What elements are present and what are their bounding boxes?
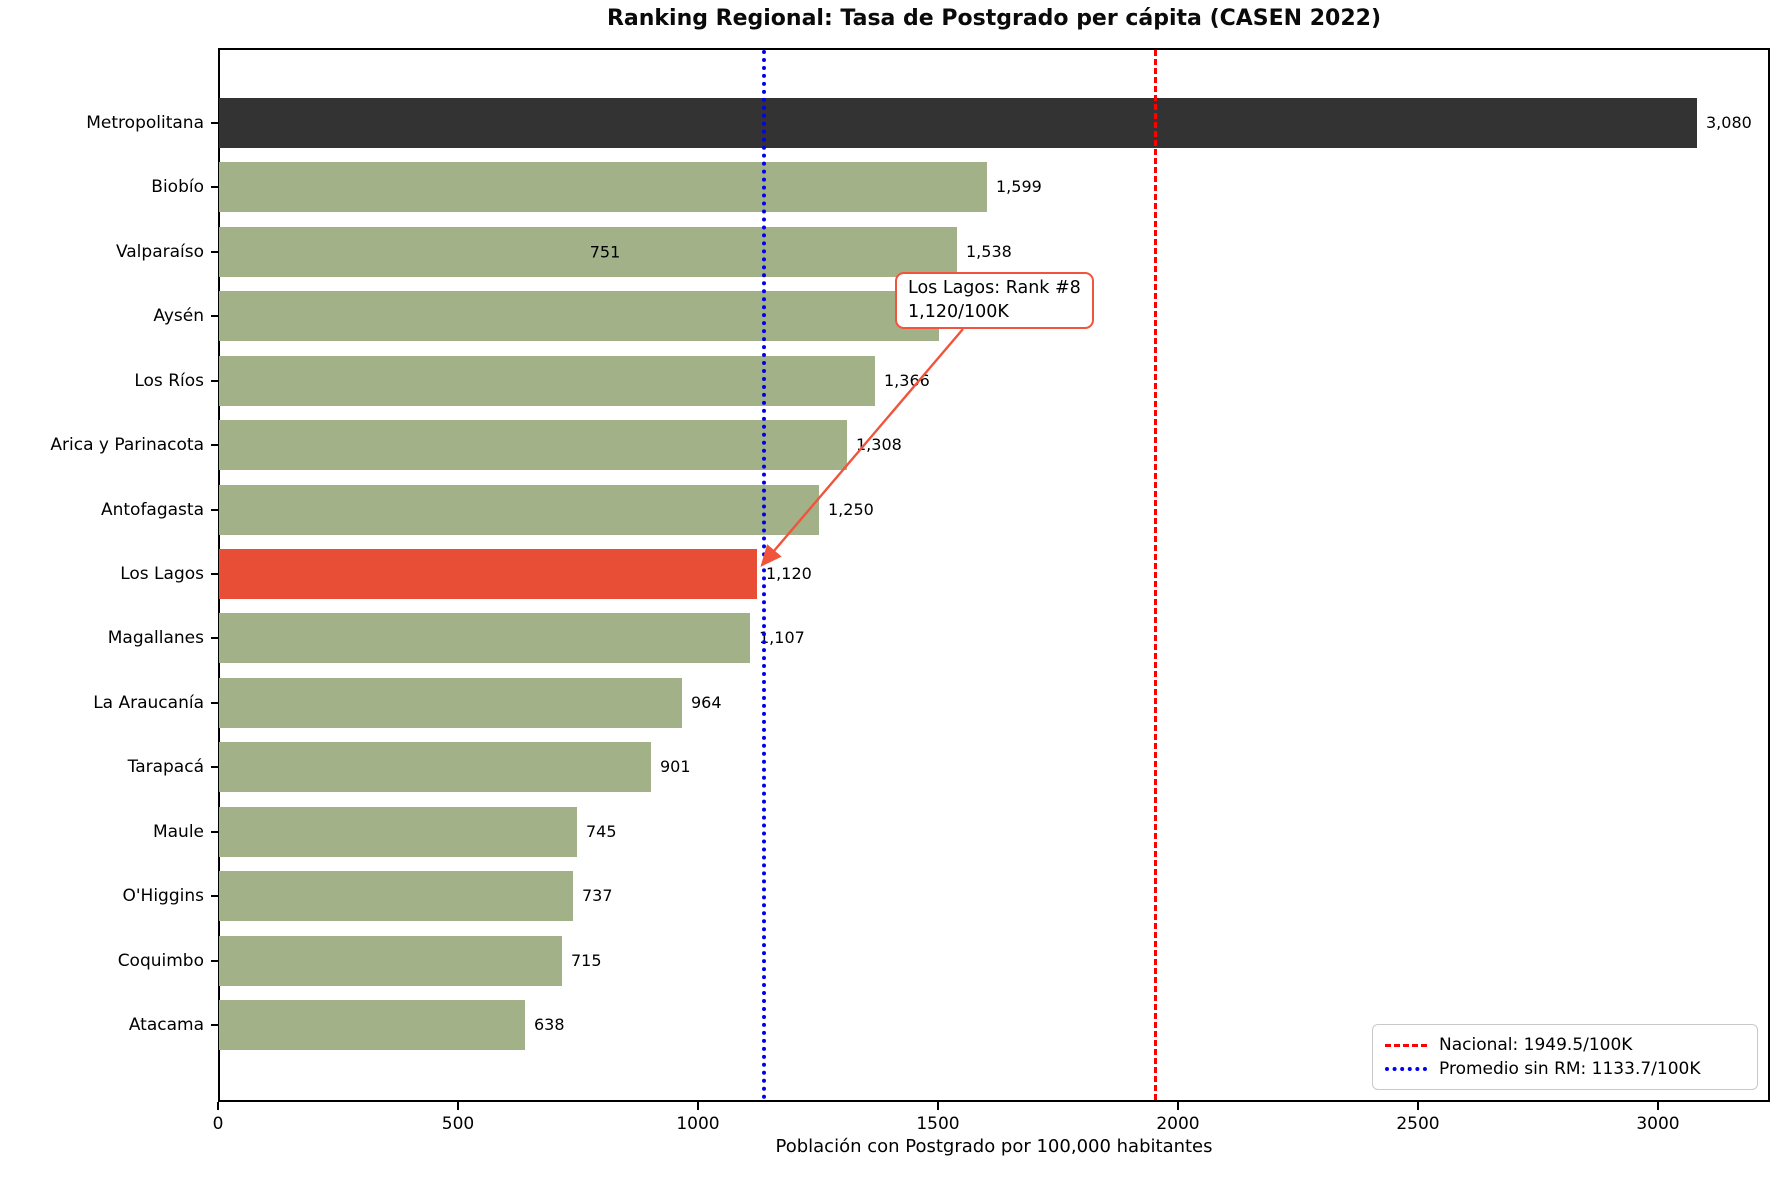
bar-value-label: 638: [534, 1015, 565, 1034]
x-axis-tick-label: 3000: [1636, 1114, 1680, 1134]
bar-coquimbo: [219, 936, 562, 986]
legend-item-average: Promedio sin RM: 1133.7/100K: [1385, 1057, 1745, 1081]
bar-value-label: 1,250: [828, 500, 874, 519]
dotted-line-icon: [1385, 1067, 1427, 1071]
bar-valpara-so: [219, 227, 957, 277]
annotation-callout: Los Lagos: Rank #8 1,120/100K: [895, 272, 1094, 330]
x-axis-label: Población con Postgrado por 100,000 habi…: [775, 1136, 1213, 1157]
bar-value-label: 3,080: [1706, 113, 1752, 132]
bar-la-araucan-a: [219, 678, 682, 728]
x-axis-tick-label: 1500: [916, 1114, 960, 1134]
legend-item-national: Nacional: 1949.5/100K: [1385, 1033, 1745, 1057]
legend-label-national: Nacional: 1949.5/100K: [1439, 1035, 1633, 1055]
y-axis-category-label: Valparaíso: [115, 242, 204, 262]
y-axis-tick: [211, 444, 218, 446]
x-axis-tick-label: 500: [441, 1114, 475, 1134]
dashed-line-icon: [1385, 1043, 1427, 1047]
legend-label-average: Promedio sin RM: 1133.7/100K: [1439, 1059, 1701, 1079]
bar-magallanes: [219, 613, 750, 663]
y-axis-category-label: La Araucanía: [93, 693, 204, 713]
bar-antofagasta: [219, 485, 819, 535]
y-axis-tick: [211, 702, 218, 704]
x-axis-tick-label: 2500: [1396, 1114, 1440, 1134]
legend: Nacional: 1949.5/100K Promedio sin RM: 1…: [1372, 1024, 1758, 1090]
y-axis-category-label: Biobío: [151, 177, 204, 197]
y-axis-category-label: Magallanes: [107, 628, 204, 648]
bar-value-label: 1,599: [996, 177, 1042, 196]
national-reference-line: [1154, 50, 1157, 1100]
bar-value-label: 715: [571, 951, 602, 970]
y-axis-tick: [211, 573, 218, 575]
y-axis-category-label: Metropolitana: [86, 113, 204, 133]
x-axis-tick-label: 2000: [1156, 1114, 1200, 1134]
y-axis-tick: [211, 380, 218, 382]
y-axis-tick: [211, 122, 218, 124]
average-reference-line: [762, 50, 766, 1100]
annotation-line1: Los Lagos: Rank #8: [908, 278, 1081, 298]
y-axis-tick: [211, 895, 218, 897]
y-axis-category-label: Coquimbo: [117, 951, 204, 971]
y-axis-category-label: O'Higgins: [122, 886, 205, 906]
x-axis-tick: [1177, 1102, 1179, 1110]
bar-los-lagos: [219, 549, 757, 599]
bar-biob-o: [219, 162, 987, 212]
y-axis-tick: [211, 315, 218, 317]
y-axis-tick: [211, 186, 218, 188]
bar-los-r-os: [219, 356, 875, 406]
bar-tarapac-: [219, 742, 651, 792]
bar-atacama: [219, 1000, 525, 1050]
y-axis-category-label: Maule: [152, 822, 204, 842]
y-axis-category-label: Atacama: [128, 1015, 204, 1035]
y-axis-category-label: Aysén: [153, 306, 204, 326]
y-axis-tick: [211, 251, 218, 253]
y-axis-category-label: Los Ríos: [134, 371, 204, 391]
bar-maule: [219, 807, 577, 857]
bar-value-label: 901: [660, 757, 691, 776]
x-axis-tick: [697, 1102, 699, 1110]
bar-value-label: 1,308: [856, 435, 902, 454]
x-axis-tick: [1417, 1102, 1419, 1110]
bar-value-label: 1,120: [766, 564, 812, 583]
x-axis-tick: [937, 1102, 939, 1110]
bar-value-label: 745: [586, 822, 617, 841]
bar-arica-y-parinacota: [219, 420, 847, 470]
y-axis-tick: [211, 1024, 218, 1026]
y-axis-category-label: Los Lagos: [120, 564, 204, 584]
x-axis-tick: [1657, 1102, 1659, 1110]
x-axis-tick-label: 0: [212, 1114, 224, 1134]
y-axis-tick: [211, 831, 218, 833]
bar-value-label: 1,538: [966, 242, 1012, 261]
bar-value-label: 964: [691, 693, 722, 712]
y-axis-category-label: Arica y Parinacota: [50, 435, 204, 455]
bar-value-label: 737: [582, 886, 613, 905]
valparaiso-inner-label: 751: [589, 242, 621, 262]
bar-value-label: 1,366: [884, 371, 930, 390]
y-axis-tick: [211, 637, 218, 639]
y-axis-tick: [211, 509, 218, 511]
bar-ays-n: [219, 291, 939, 341]
x-axis-tick-label: 1000: [676, 1114, 720, 1134]
x-axis-tick: [217, 1102, 219, 1110]
bar-metropolitana: [219, 98, 1697, 148]
bar-o-higgins: [219, 871, 573, 921]
bar-value-label: 1,107: [759, 628, 805, 647]
y-axis-category-label: Tarapacá: [127, 757, 204, 777]
chart-title: Ranking Regional: Tasa de Postgrado per …: [606, 6, 1382, 31]
y-axis-tick: [211, 960, 218, 962]
x-axis-tick: [457, 1102, 459, 1110]
annotation-line2: 1,120/100K: [908, 301, 1009, 322]
y-axis-category-label: Antofagasta: [100, 500, 204, 520]
y-axis-tick: [211, 766, 218, 768]
